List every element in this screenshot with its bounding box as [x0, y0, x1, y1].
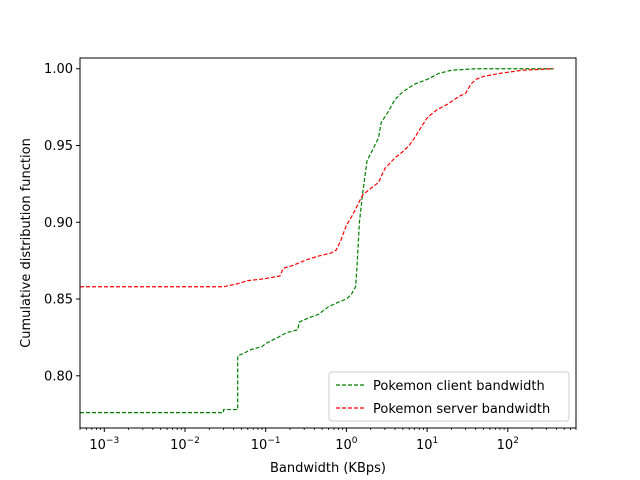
legend: Pokemon client bandwidth Pokemon server … — [328, 371, 570, 422]
plot-frame — [79, 57, 577, 429]
series-line-0 — [80, 68, 554, 414]
x-tick-label: 101 — [416, 436, 438, 453]
legend-box — [328, 371, 570, 422]
y-tick-label: 0.80 — [44, 369, 73, 384]
series-line-1 — [80, 68, 554, 288]
x-tick-label: 102 — [497, 436, 519, 453]
x-tick-label: 10−3 — [89, 436, 119, 453]
series-layer — [80, 68, 554, 414]
x-tick-label: 100 — [335, 436, 358, 453]
legend-label-client: Pokemon client bandwidth — [373, 379, 545, 394]
y-tick-label: 0.85 — [44, 293, 73, 308]
y-axis-label: Cumulative distribution function — [19, 138, 34, 348]
x-tick-label: 10−1 — [251, 436, 281, 453]
x-axis-label: Bandwidth (KBps) — [270, 461, 386, 476]
y-axis: 0.80 0.85 0.90 0.95 1.00 — [44, 62, 80, 384]
y-tick-label: 0.95 — [44, 139, 73, 154]
x-axis: 10−3 10−2 10−1 100 101 102 — [79, 428, 577, 453]
legend-label-server: Pokemon server bandwidth — [373, 402, 550, 417]
y-tick-label: 1.00 — [44, 62, 73, 77]
y-tick-label: 0.90 — [44, 216, 73, 231]
x-tick-label: 10−2 — [170, 436, 200, 453]
